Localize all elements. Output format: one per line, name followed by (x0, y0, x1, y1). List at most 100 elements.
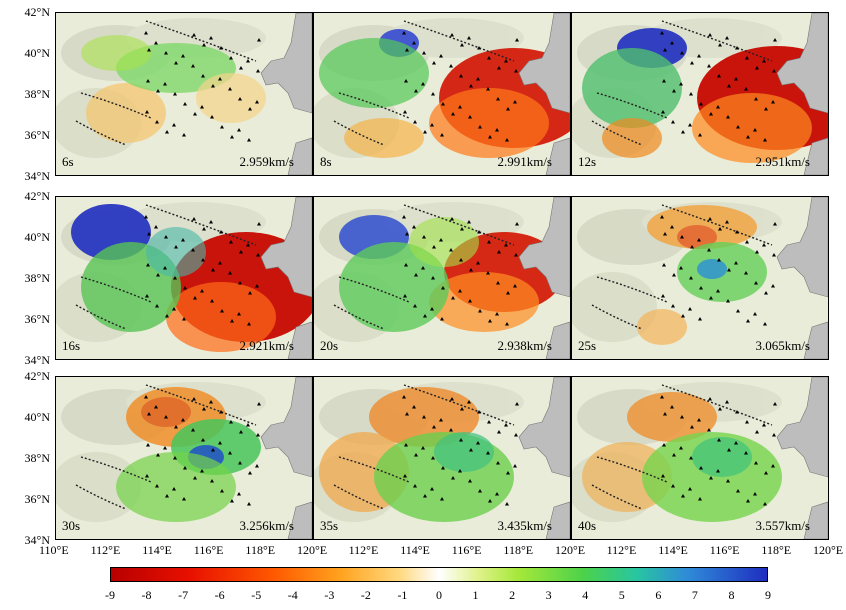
colorbar-tick-label: -7 (178, 588, 189, 602)
station-marker (163, 82, 167, 86)
station-marker (183, 466, 187, 470)
station-marker (496, 97, 500, 101)
station-marker (771, 464, 775, 468)
station-marker (237, 312, 241, 316)
station-marker (515, 222, 519, 226)
station-marker (699, 286, 703, 290)
station-marker (239, 250, 243, 254)
station-marker (256, 69, 260, 73)
average-velocity-label: 3.256km/s (239, 518, 294, 533)
station-marker (469, 84, 473, 88)
station-marker (248, 291, 252, 295)
station-marker (192, 217, 196, 221)
station-marker (495, 492, 499, 496)
station-marker (477, 230, 481, 234)
longitude-label: 116°E (451, 543, 482, 557)
station-marker (219, 410, 223, 414)
station-marker (246, 423, 250, 427)
station-marker (660, 395, 664, 399)
station-marker (402, 395, 406, 399)
longitude-label: 112°E (606, 543, 637, 557)
average-velocity-label: 3.435km/s (497, 518, 552, 533)
station-marker (432, 425, 436, 429)
period-label: 35s (320, 518, 339, 533)
station-marker (734, 261, 738, 265)
station-marker (745, 240, 749, 244)
station-marker (218, 261, 222, 265)
colorbar-tick-label: -4 (287, 588, 298, 602)
station-marker (211, 84, 215, 88)
longitude-label: 118°E (761, 543, 792, 557)
map-panel-20s: 20s 2.938km/s (313, 196, 571, 360)
station-marker (754, 461, 758, 465)
longitude-label: 114°E (142, 543, 172, 557)
colorbar-tick-label: 0 (436, 588, 442, 602)
station-marker (255, 464, 259, 468)
station-marker (246, 59, 250, 63)
station-marker (154, 225, 158, 229)
station-marker (460, 407, 464, 411)
station-marker (458, 469, 462, 473)
station-marker (688, 123, 692, 127)
latitude-label: 38°N (24, 451, 50, 465)
station-marker (709, 476, 713, 480)
station-marker (460, 227, 464, 231)
station-marker (202, 407, 206, 411)
latitude-label: 36°N (24, 128, 50, 142)
average-velocity-label: 2.938km/s (497, 338, 552, 353)
longitude-label: 112°E (90, 543, 121, 557)
station-marker (495, 312, 499, 316)
station-marker (154, 41, 158, 45)
station-marker (402, 31, 406, 35)
station-marker (172, 487, 176, 491)
velocity-anomaly (429, 272, 539, 332)
station-marker (247, 322, 251, 326)
velocity-anomaly (146, 227, 206, 277)
station-marker (449, 248, 453, 252)
station-marker (708, 33, 712, 37)
station-marker (248, 471, 252, 475)
map-panel-8s: 8s 2.991km/s (313, 12, 571, 176)
latitude-label: 36°N (24, 492, 50, 506)
station-marker (680, 415, 684, 419)
latitude-label: 38°N (24, 271, 50, 285)
station-marker (458, 289, 462, 293)
station-marker (451, 296, 455, 300)
map-panel-25s: 25s 3.065km/s (571, 196, 829, 360)
station-marker (174, 61, 178, 65)
station-marker (181, 54, 185, 58)
station-marker (421, 446, 425, 450)
station-marker (155, 120, 159, 124)
station-marker (413, 304, 417, 308)
velocity-anomaly (582, 48, 682, 128)
station-marker (746, 319, 750, 323)
anomaly-map (56, 377, 312, 539)
station-marker (661, 110, 665, 114)
station-marker (228, 87, 232, 91)
station-marker (405, 232, 409, 236)
station-marker (147, 48, 151, 52)
average-velocity-label: 2.921km/s (239, 338, 294, 353)
station-marker (487, 56, 491, 60)
longitude-label: 120°E (555, 543, 586, 557)
station-marker (210, 479, 214, 483)
velocity-anomaly (692, 93, 812, 163)
station-marker (441, 466, 445, 470)
station-marker (422, 51, 426, 55)
station-marker (504, 423, 508, 427)
station-marker (681, 494, 685, 498)
station-marker (430, 487, 434, 491)
period-label: 12s (578, 154, 597, 169)
station-marker (755, 66, 759, 70)
station-marker (735, 410, 739, 414)
station-marker (219, 230, 223, 234)
station-marker (156, 273, 160, 277)
station-marker (210, 299, 214, 303)
period-label: 8s (320, 154, 332, 169)
station-marker (191, 64, 195, 68)
latitude-label: 34°N (24, 533, 50, 547)
station-marker (762, 59, 766, 63)
map-panel-6s: 6s 2.959km/s (55, 12, 313, 176)
station-marker (744, 87, 748, 91)
station-marker (486, 451, 490, 455)
